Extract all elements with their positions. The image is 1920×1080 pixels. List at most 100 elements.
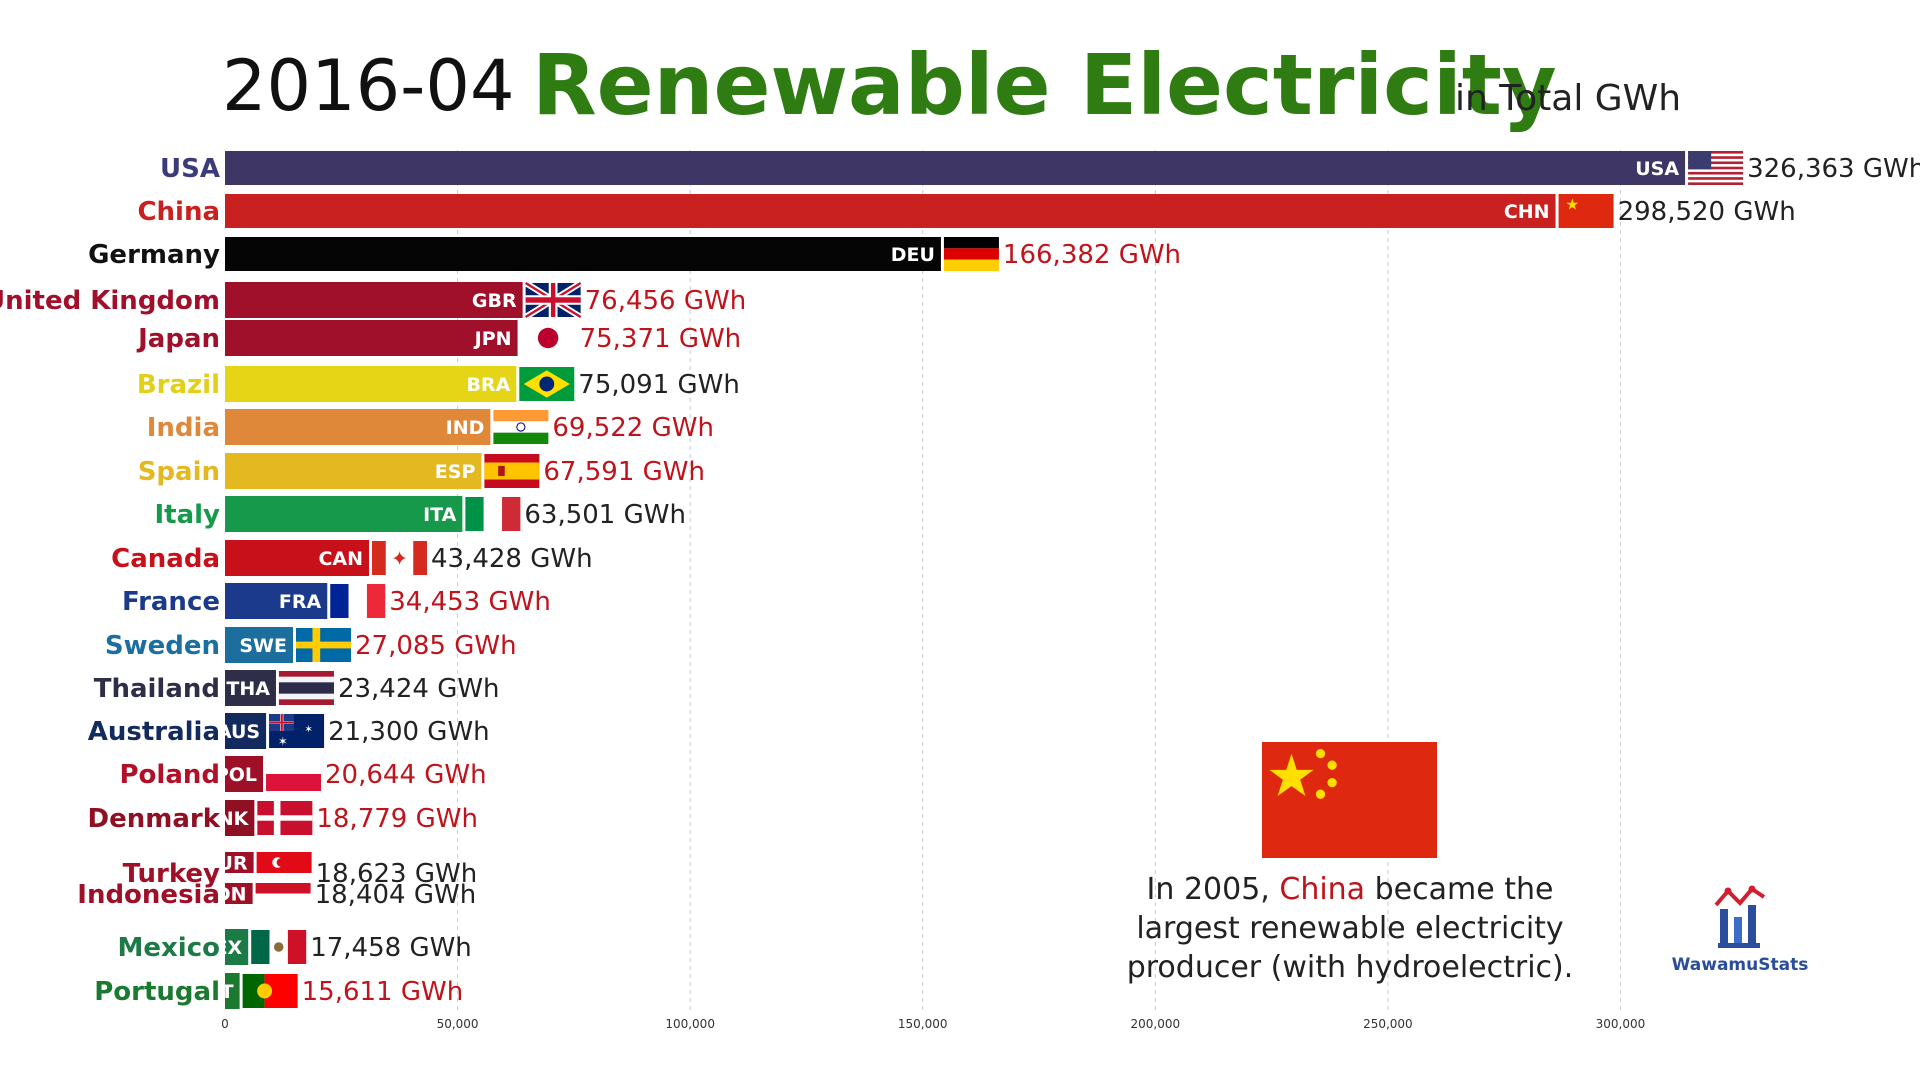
value-label: 27,085 GWh (355, 631, 517, 661)
bar-code-label: FRA (279, 591, 322, 613)
bar (225, 320, 518, 356)
brazil-flag-icon (519, 367, 575, 401)
country-label: China (137, 197, 220, 227)
bar-code-label: CAN (318, 548, 363, 570)
country-label: Poland (120, 760, 221, 790)
value-label: 20,644 GWh (325, 760, 487, 790)
value-label: 76,456 GWh (585, 286, 747, 316)
italy-flag-icon (465, 497, 521, 531)
bar (225, 670, 276, 706)
wawamustats-logo: WawamuStats (1665, 885, 1815, 975)
bar (225, 366, 517, 402)
annotation-highlight: China (1279, 872, 1366, 907)
bar-code-label: SWE (239, 635, 287, 657)
annotation-prefix: In 2005, (1146, 872, 1280, 907)
bar (225, 151, 1686, 185)
x-tick-label: 50,000 (437, 1017, 479, 1031)
usa-flag-icon (1688, 151, 1744, 185)
svg-text:✦: ✦ (391, 546, 408, 570)
spain-flag-icon (484, 454, 540, 488)
bar-code-label: MEX (196, 937, 243, 959)
value-label: 18,404 GWh (315, 880, 477, 910)
value-label: 21,300 GWh (328, 717, 490, 747)
country-label: USA (160, 154, 220, 184)
svg-text:★: ★ (1565, 195, 1579, 213)
wawamustats-logo-icon (1714, 885, 1766, 948)
bar (225, 627, 293, 663)
thailand-flag-icon (278, 671, 334, 705)
canada-flag-icon: ✦ (372, 541, 428, 575)
bar (225, 756, 264, 792)
china-flag-icon (1262, 742, 1437, 858)
value-label: 63,501 GWh (524, 500, 686, 530)
country-label: Thailand (94, 674, 220, 704)
bar (225, 929, 249, 965)
bar (225, 496, 463, 532)
bar (225, 883, 253, 904)
value-label: 17,458 GWh (310, 933, 472, 963)
x-tick-label: 200,000 (1130, 1017, 1180, 1031)
date-label: 2016-04 (222, 45, 515, 127)
country-label: Germany (88, 240, 220, 270)
bar-code-label: USA (1635, 158, 1679, 180)
value-label: 34,453 GWh (389, 587, 551, 617)
value-label: 69,522 GWh (552, 413, 714, 443)
bar (225, 800, 255, 836)
country-label: Brazil (137, 370, 220, 400)
australia-flag-icon: ✶✶ (269, 714, 325, 748)
country-label: Sweden (105, 631, 220, 661)
bar-code-label: IND (446, 417, 485, 439)
japan-flag-icon (520, 321, 576, 355)
x-tick-label: 300,000 (1596, 1017, 1646, 1031)
value-label: 23,424 GWh (338, 674, 500, 704)
bar (225, 237, 941, 271)
value-label: 18,623 GWh (316, 859, 478, 889)
country-label: Denmark (88, 804, 221, 834)
country-label: Australia (88, 717, 220, 747)
bar (225, 583, 328, 619)
bar-code-label: THA (226, 678, 270, 700)
bar (225, 973, 240, 1009)
france-flag-icon (330, 584, 386, 618)
bar-code-label: IDN (208, 884, 247, 906)
bar (225, 713, 267, 749)
x-tick-label: 150,000 (898, 1017, 948, 1031)
annotation-suffix: became the largest renewable electricity… (1126, 872, 1574, 985)
portugal-flag-icon (242, 974, 298, 1008)
bar (225, 453, 482, 489)
bar (225, 282, 523, 318)
bar-code-label: CHN (1504, 201, 1550, 223)
country-label: Japan (136, 324, 220, 354)
x-tick-label: 100,000 (665, 1017, 715, 1031)
value-label: 326,363 GWh (1747, 154, 1920, 184)
poland-flag-icon (266, 757, 322, 791)
country-label: India (147, 413, 220, 443)
country-label: Mexico (118, 933, 220, 963)
uk-flag-icon (524, 280, 583, 320)
bar-code-label: DEU (891, 244, 935, 266)
bar-code-label: GBR (472, 290, 517, 312)
germany-flag-icon (943, 237, 999, 271)
sweden-flag-icon (295, 628, 351, 662)
svg-text:✶: ✶ (278, 734, 288, 748)
bar-code-label: BRA (466, 374, 510, 396)
india-flag-icon (493, 410, 549, 444)
x-tick-label: 250,000 (1363, 1017, 1413, 1031)
value-label: 43,428 GWh (431, 544, 593, 574)
bar (225, 194, 1556, 228)
chart-subtitle: in Total GWh (1455, 78, 1682, 119)
logo-text: WawamuStats (1671, 955, 1809, 975)
value-label: 166,382 GWh (1003, 240, 1181, 270)
value-label: 18,779 GWh (316, 804, 478, 834)
annotation-text: In 2005, China became the largest renewa… (1110, 870, 1590, 987)
bar-code-label: DNK (202, 808, 250, 830)
chart-title: Renewable Electricity (532, 36, 1557, 134)
country-label: Indonesia (77, 880, 220, 910)
country-label: Portugal (94, 977, 220, 1007)
value-label: 67,591 GWh (543, 457, 705, 487)
bar (225, 852, 254, 873)
turkey-flag-icon (256, 852, 312, 873)
country-label: Italy (154, 500, 220, 530)
svg-text:✶: ✶ (304, 725, 313, 736)
mexico-flag-icon (251, 930, 307, 964)
